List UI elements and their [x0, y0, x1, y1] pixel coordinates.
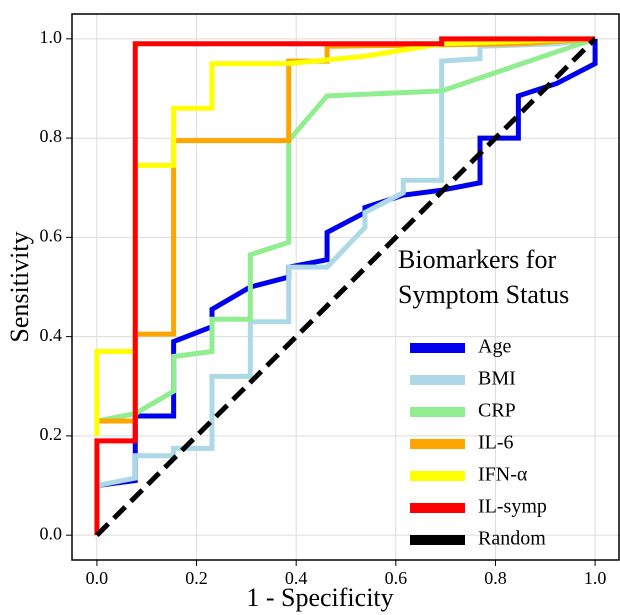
roc-line	[94, 36, 596, 536]
x-tick-label: 0.8	[484, 568, 507, 588]
plot-frame	[71, 13, 620, 561]
legend-label: CRP	[478, 400, 516, 422]
y-tick-label: 0.2	[40, 424, 63, 444]
legend-label: Age	[478, 336, 511, 358]
y-tick-label: 0.8	[40, 126, 63, 146]
x-tick-label: 0.2	[185, 568, 208, 588]
x-tick-label: 0.0	[86, 568, 109, 588]
x-axis-label: 1 - Specificity	[246, 583, 393, 612]
x-tick-label: 1.0	[584, 568, 607, 588]
legend-label: IFN-α	[478, 464, 528, 486]
roc-line	[96, 36, 596, 424]
legend-title: Biomarkers for	[398, 245, 556, 274]
legend-label: IL-6	[478, 432, 514, 454]
y-tick-label: 0.4	[40, 325, 63, 345]
legend-label: IL-symp	[478, 496, 547, 518]
y-tick-label: 0.6	[40, 225, 63, 245]
roc-line	[94, 36, 596, 436]
x-tick-label: 0.4	[285, 568, 308, 588]
x-tick-label: 0.6	[385, 568, 408, 588]
legend-label: Random	[478, 528, 546, 550]
legend-label: BMI	[478, 368, 516, 390]
legend-title: Symptom Status	[398, 280, 569, 309]
roc-line	[96, 36, 596, 488]
y-axis-label: Sensitivity	[5, 231, 34, 342]
roc-line	[95, 37, 597, 537]
y-tick-label: 0.0	[40, 523, 63, 543]
y-tick-label: 1.0	[40, 27, 63, 47]
